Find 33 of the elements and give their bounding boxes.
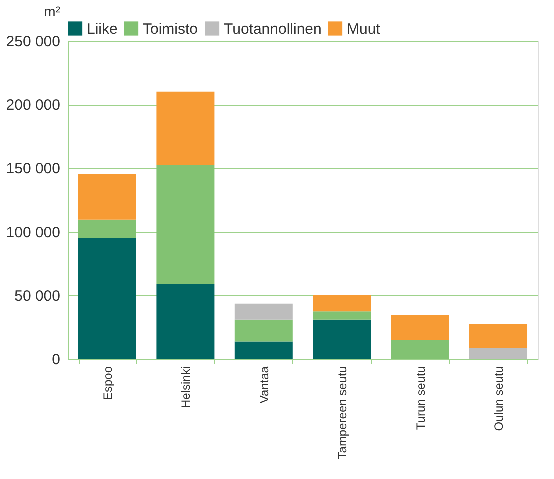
x-tick-label: Turun seutu <box>414 366 428 430</box>
y-axis-title: m² <box>44 4 61 20</box>
bar <box>391 315 450 340</box>
legend-label: Liike <box>87 20 118 38</box>
bar <box>78 220 136 238</box>
legend-label: Tuotannollinen <box>224 20 322 38</box>
bar <box>470 324 528 348</box>
y-tick-label: 150 000 <box>6 160 60 178</box>
y-tick-label: 250 000 <box>6 34 60 50</box>
x-tick-label: Espoo <box>100 366 115 401</box>
x-tick-label: Tampereen seutu <box>336 366 350 460</box>
x-tick-label: Helsinki <box>179 366 194 409</box>
bar <box>313 295 372 312</box>
bar <box>313 320 372 359</box>
bar <box>78 174 136 220</box>
bar <box>234 304 293 320</box>
legend-label: Muut <box>347 20 382 38</box>
y-tick-label: 200 000 <box>6 97 60 114</box>
bar <box>234 342 293 359</box>
bar <box>78 238 136 359</box>
bar <box>156 92 215 166</box>
x-tick-label: Oulun seutu <box>492 366 506 432</box>
bar <box>156 165 215 284</box>
y-tick-label: 50 000 <box>14 288 60 305</box>
bar <box>470 348 528 359</box>
bar <box>313 312 372 320</box>
legend-label: Toimisto <box>143 20 198 38</box>
bar <box>156 284 215 359</box>
bar <box>234 320 293 342</box>
y-tick-label: 100 000 <box>6 224 60 242</box>
y-tick-label: 0 <box>52 352 60 368</box>
x-tick-label: Vantaa <box>257 366 272 404</box>
bar <box>391 340 450 359</box>
